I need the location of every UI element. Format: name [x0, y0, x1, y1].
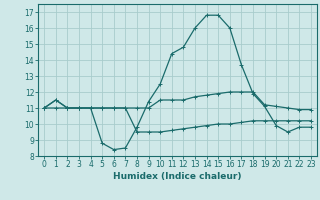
X-axis label: Humidex (Indice chaleur): Humidex (Indice chaleur) — [113, 172, 242, 181]
